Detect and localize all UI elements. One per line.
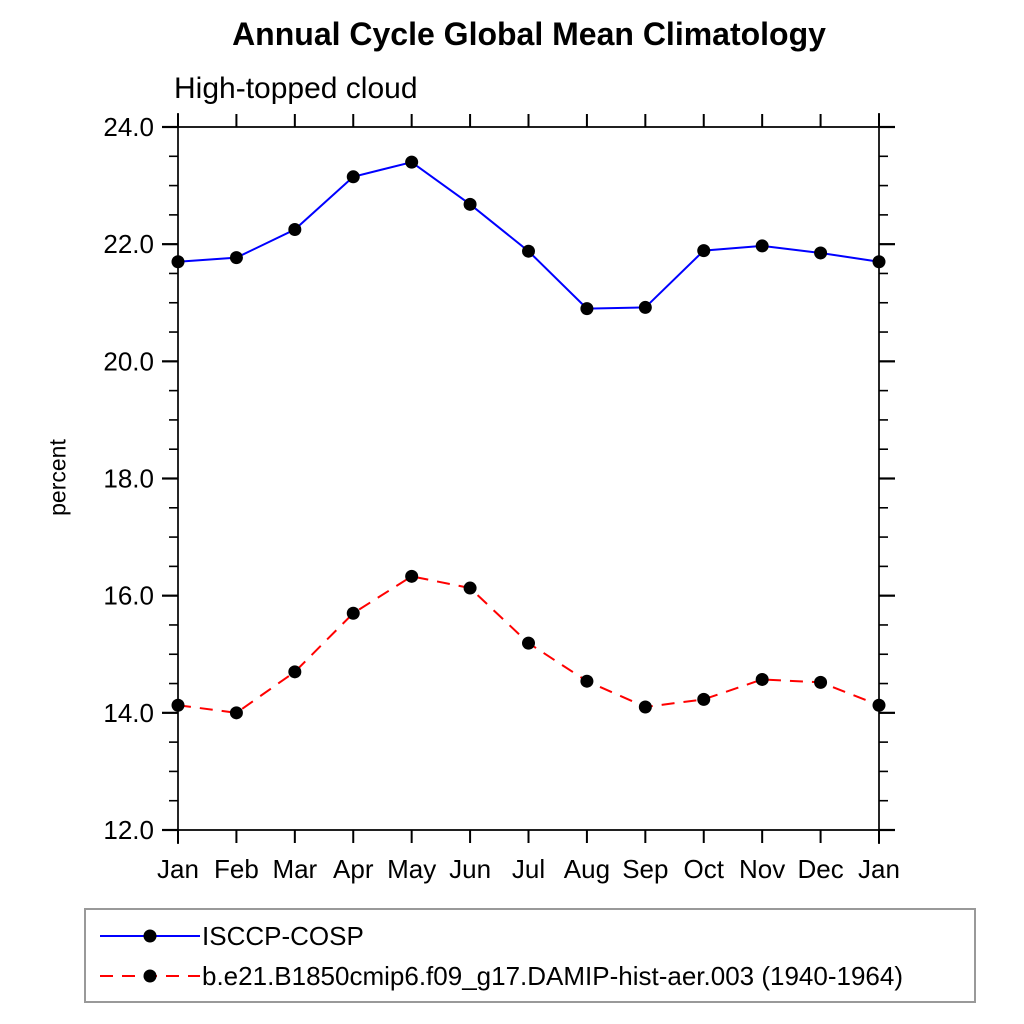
x-tick-label: Apr (333, 854, 374, 884)
data-point (814, 246, 828, 260)
legend-marker (143, 969, 157, 982)
x-tick-label: Oct (684, 854, 725, 884)
x-tick-label: May (387, 854, 436, 884)
data-point (522, 244, 535, 258)
x-tick-label: Mar (272, 854, 317, 884)
y-tick-label: 24.0 (103, 112, 154, 142)
y-tick-label: 12.0 (103, 815, 154, 845)
y-tick-label: 16.0 (103, 581, 154, 611)
y-tick-label: 22.0 (103, 229, 154, 259)
x-tick-label: Nov (739, 854, 785, 884)
x-tick-label: Aug (564, 854, 610, 884)
legend-entry-model: b.e21.B1850cmip6.f09_g17.DAMIP-hist-aer.… (98, 960, 974, 992)
x-tick-label: Jul (512, 854, 545, 884)
x-tick-label: Jan (157, 854, 199, 884)
data-point (638, 700, 652, 714)
data-point (463, 581, 477, 595)
data-point (171, 255, 185, 269)
legend-marker (143, 929, 157, 942)
data-point (755, 239, 769, 253)
series-line-0 (177, 161, 880, 310)
data-point (405, 155, 419, 169)
data-point (872, 698, 886, 712)
data-point (697, 692, 711, 706)
x-tick-label: Jun (449, 854, 491, 884)
legend-label-model: b.e21.B1850cmip6.f09_g17.DAMIP-hist-aer.… (202, 960, 903, 991)
data-point (288, 223, 302, 237)
data-point (522, 636, 535, 650)
data-point (405, 569, 419, 583)
plot-area: Jan Feb Mar Apr May Jun Jul Aug Sep Oct Nov Dec Jan1… (103, 112, 900, 884)
x-tick-label: Jan (858, 854, 900, 884)
x-tick-label: Sep (622, 854, 668, 884)
data-point (814, 675, 828, 689)
legend-box: ISCCP-COSP b.e21.B1850cmip6.f09_g17.DAMI… (84, 908, 976, 1003)
legend-label-obs: ISCCP-COSP (202, 920, 364, 951)
data-point (580, 674, 594, 688)
y-tick-label: 20.0 (103, 346, 154, 376)
legend-sample-solid-line-icon (100, 929, 200, 942)
legend-sample-dashed-line-icon (100, 969, 200, 982)
data-point (288, 665, 302, 679)
chart-subtitle: High-topped cloud (174, 72, 418, 105)
data-point (346, 606, 360, 620)
y-tick-label: 14.0 (103, 698, 154, 728)
data-point (463, 197, 477, 211)
data-point (638, 300, 652, 314)
data-point (346, 170, 360, 184)
data-point (229, 706, 243, 720)
x-tick-label: Feb (214, 854, 259, 884)
y-tick-label: 18.0 (103, 464, 154, 494)
data-point (229, 251, 243, 265)
data-point (697, 244, 711, 258)
x-tick-label: Dec (797, 854, 843, 884)
data-point (872, 255, 886, 269)
chart-title: Annual Cycle Global Mean Climatology (232, 16, 826, 52)
data-point (580, 302, 594, 316)
legend-entry-obs: ISCCP-COSP (98, 920, 974, 952)
data-point (171, 698, 185, 712)
data-point (755, 672, 769, 686)
